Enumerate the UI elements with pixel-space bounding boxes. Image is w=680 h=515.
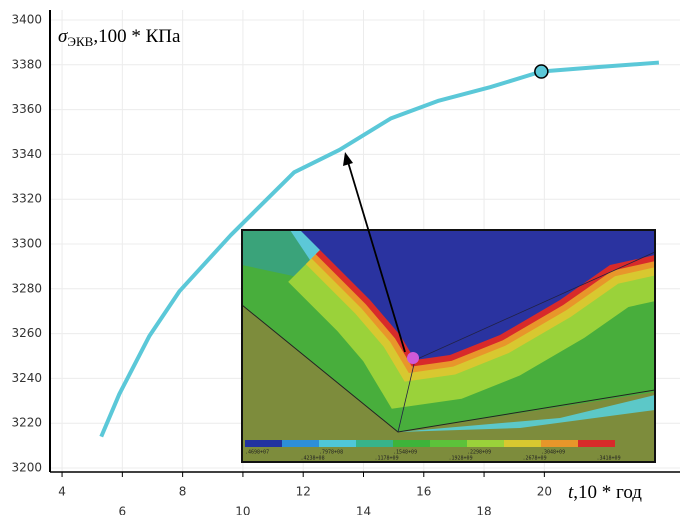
contour-region [300,230,655,360]
y-tick-label: 3260 [11,326,42,340]
colorbar-label: .2678+09 [523,456,547,462]
colorbar-label: .7978+08 [319,450,343,456]
colorbar-segment [319,440,356,447]
y-tick-label: 3220 [11,416,42,430]
x-tick-label: 20 [537,485,552,499]
colorbar-segment [245,440,282,447]
x-tick-label: 18 [476,505,491,515]
colorbar-segment [356,440,393,447]
x-tick-label: 8 [179,485,187,499]
colorbar-label: .3048+09 [541,450,565,456]
colorbar-label: .3418+09 [597,456,621,462]
y-tick-label: 3240 [11,371,42,385]
y-tick-label: 3300 [11,237,42,251]
contour-region [398,395,655,432]
arrow-head [343,152,353,166]
colorbar-segment [504,440,541,447]
y-tick-label: 3320 [11,192,42,206]
y-tick-label: 3280 [11,281,42,295]
contour-field [242,230,655,462]
y-tick-label: 3400 [11,13,42,27]
colorbar-label: .1178+09 [375,456,399,462]
inset-border [241,229,656,463]
highlight-point [534,64,549,79]
y-tick-label: 3380 [11,57,42,71]
colorbar-label: .1548+09 [393,450,417,456]
colorbar-segment [430,440,467,447]
colorbar-segment [282,440,319,447]
x-axis-label: t,10 * год [568,482,642,503]
colorbar-label: .4238+08 [301,456,325,462]
y-tick-label: 3200 [11,461,42,475]
colorbar-segment [467,440,504,447]
colorbar-label: .4698+07 [245,450,269,456]
colorbar-segment [541,440,578,447]
arrow [347,161,406,353]
colorbar-segment [578,440,615,447]
x-tick-label: 14 [356,505,371,515]
colorbar-segment [393,440,430,447]
colorbar-label: .2298+09 [467,450,491,456]
probe-point [407,352,419,364]
y-tick-label: 3340 [11,147,42,161]
x-tick-label: 6 [119,505,127,515]
y-tick-label: 3360 [11,102,42,116]
colorbar: .4698+07 .4238+08.7978+08 .1178+09.1548+09… [245,440,621,462]
x-tick-label: 10 [235,505,250,515]
inset-image: .4698+07 .4238+08.7978+08 .1178+09.1548+09… [241,229,656,463]
x-tick-label: 12 [296,485,311,499]
colorbar-background [242,434,655,462]
x-tick-label: 16 [416,485,431,499]
colorbar-label: .1928+09 [449,456,473,462]
x-tick-label: 4 [58,485,66,499]
y-axis-label: σЭКВ,100 * КПа [58,26,181,49]
